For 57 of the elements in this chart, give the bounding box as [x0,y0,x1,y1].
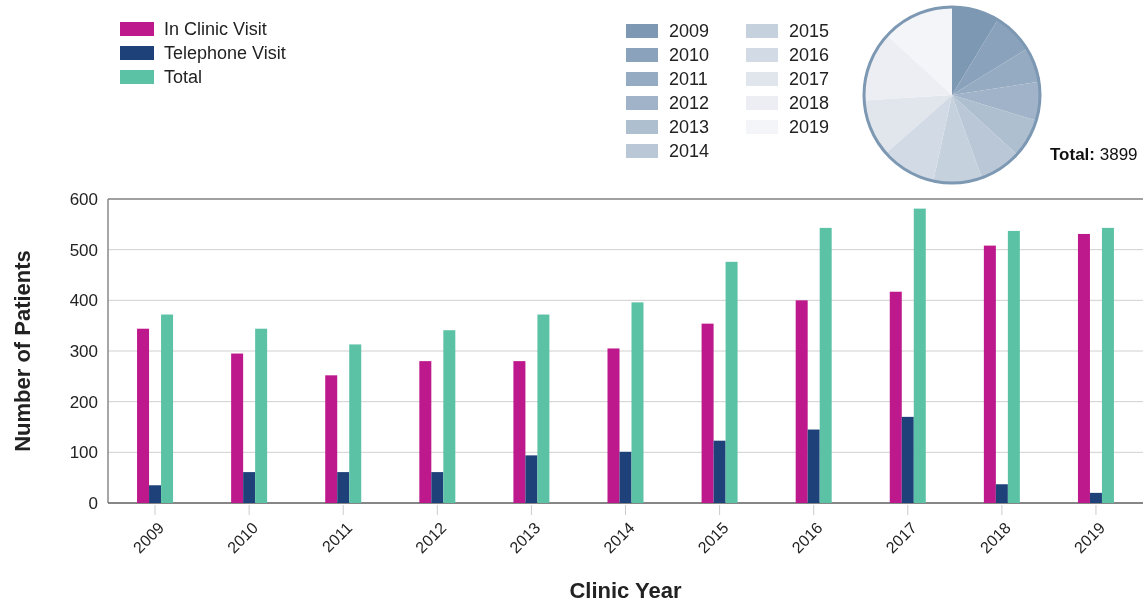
bar [325,375,338,503]
legend-label: In Clinic Visit [164,19,267,40]
legend-label: 2011 [669,69,708,90]
bar [713,440,726,503]
bar [889,291,902,503]
y-tick-label: 100 [69,443,98,463]
bar [243,472,256,503]
legend-label: Telephone Visit [164,43,286,64]
legend-label: 2016 [789,45,830,66]
bar [137,328,150,503]
y-tick-label: 0 [88,493,98,513]
bar [513,361,526,503]
bar [1077,233,1090,503]
x-axis-title: Clinic Year [569,578,682,603]
legend-label: 2015 [789,21,830,42]
y-tick-label: 300 [69,341,98,361]
bar [795,300,808,503]
bar [807,429,820,503]
bar [725,261,738,503]
legend-label: 2009 [669,21,710,42]
bar [419,361,432,503]
y-tick-label: 400 [69,291,98,311]
legend-label: Total [164,67,203,88]
legend-label: 2014 [669,141,710,162]
y-axis-title: Number of Patients [10,250,35,452]
bar [161,314,174,503]
bar [901,416,914,503]
y-tick-label: 200 [69,392,98,412]
bar [525,455,538,503]
bar [701,323,714,503]
bar [149,485,162,503]
y-tick-label: 600 [69,189,98,209]
legend-label: 2010 [669,45,710,66]
legend-label: 2019 [789,117,830,138]
legend-label: 2012 [669,93,710,114]
legend-label: 2018 [789,93,830,114]
bar [537,314,550,503]
bar [619,451,632,503]
bar [1101,227,1114,503]
legend-label: 2017 [789,69,830,90]
bar [995,484,1008,503]
bar [255,328,268,503]
bar [819,227,832,503]
bar [983,245,996,503]
y-tick-label: 500 [69,240,98,260]
bar [631,302,644,503]
bar [607,348,620,503]
bar [231,353,244,503]
bar [1007,230,1020,503]
bar [349,344,362,503]
text: Total: 3899 [1050,145,1138,164]
bar [443,330,456,503]
bar [337,472,350,503]
bar [431,472,444,503]
bar [913,208,926,503]
bar [1089,492,1102,503]
legend-label: 2013 [669,117,710,138]
